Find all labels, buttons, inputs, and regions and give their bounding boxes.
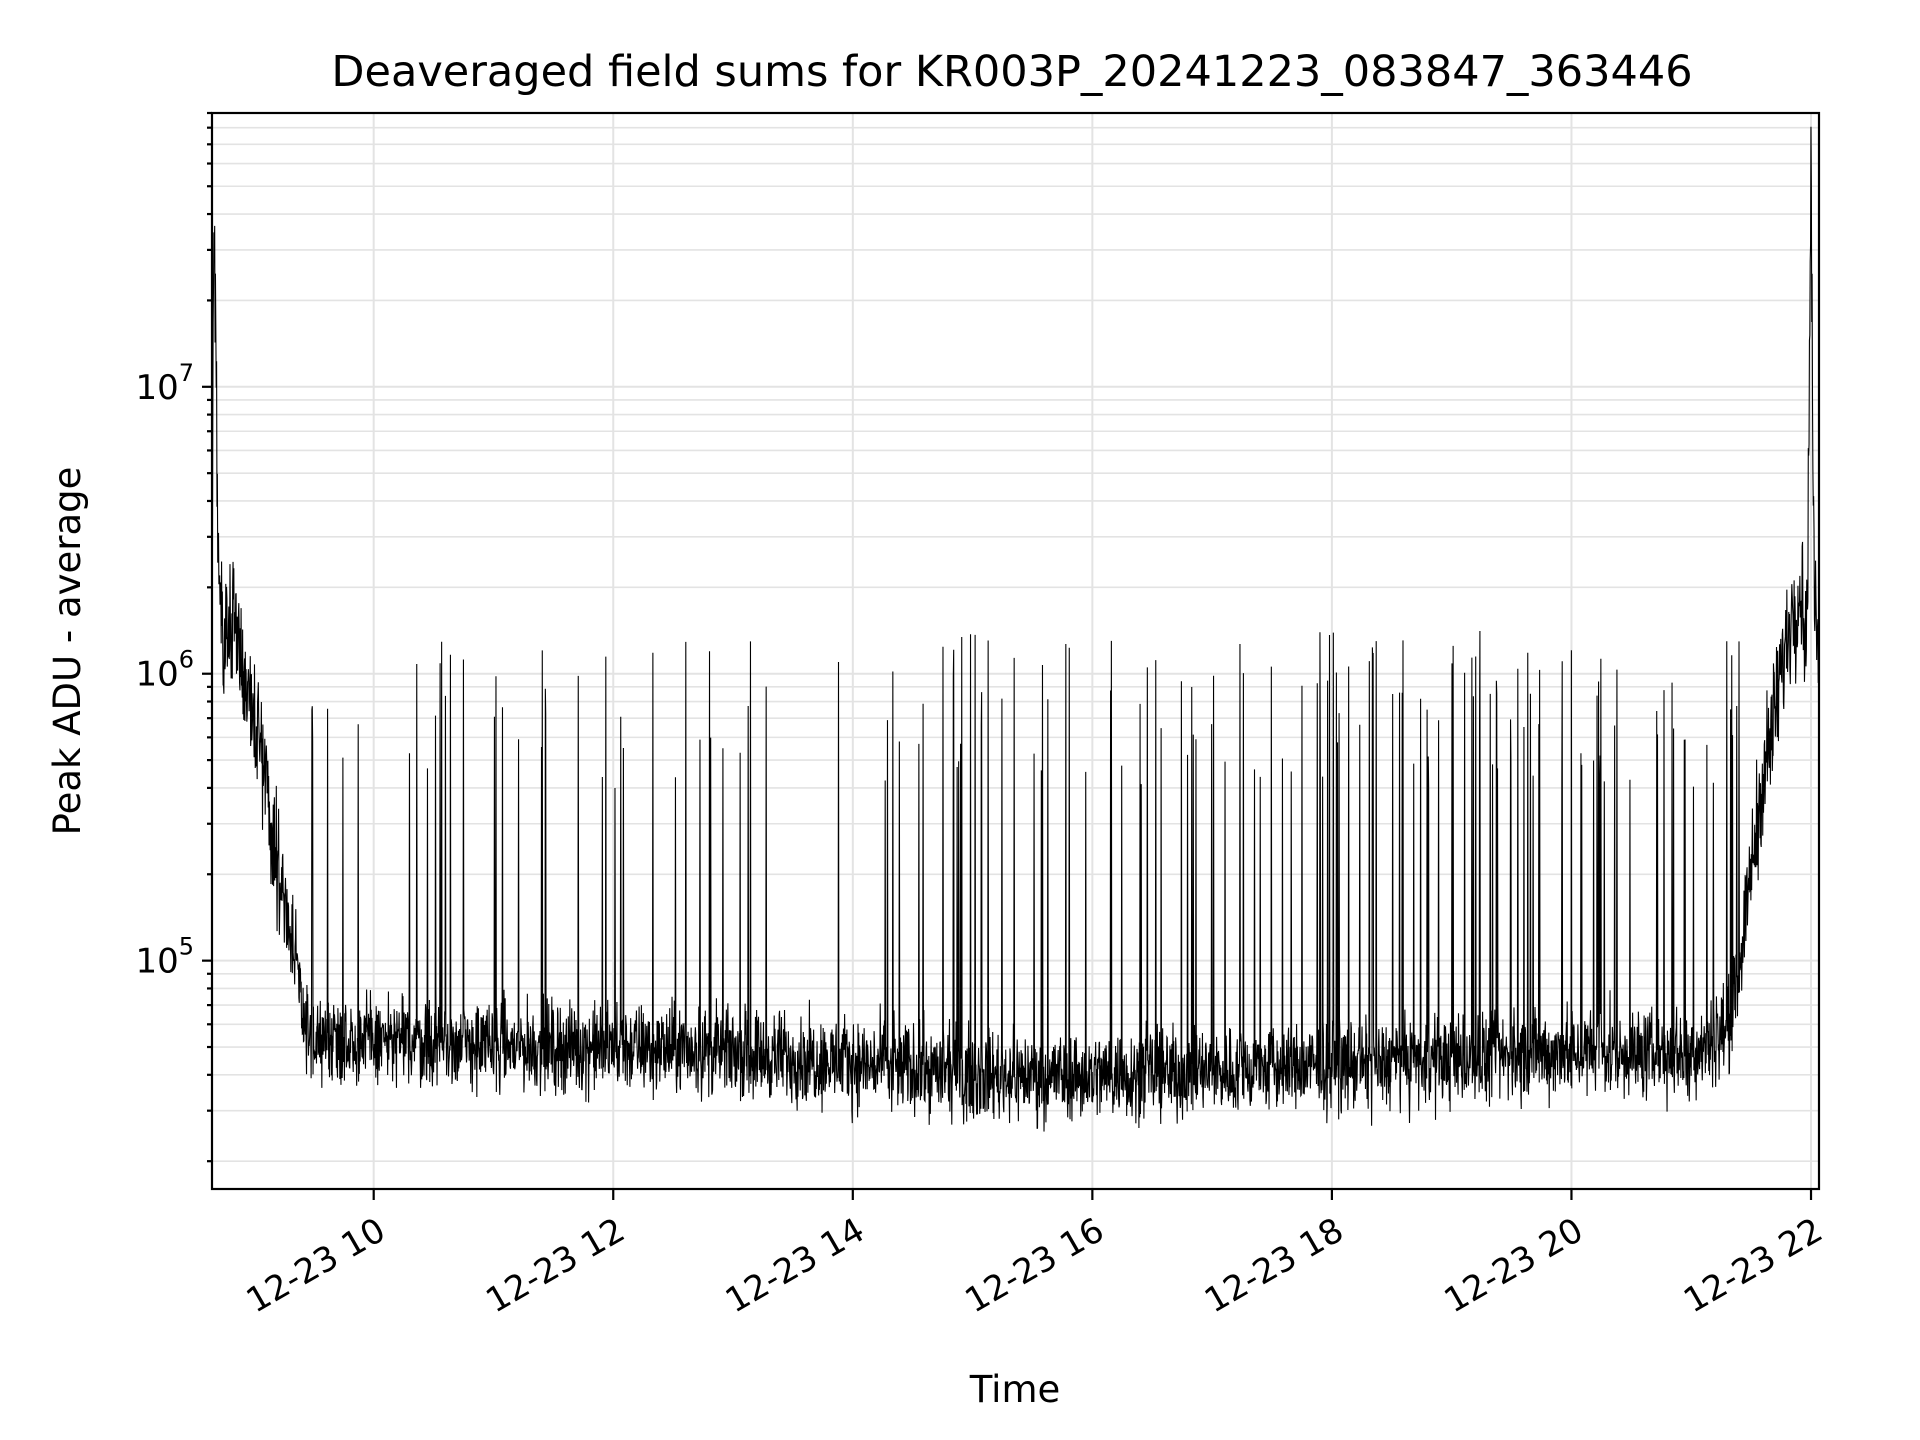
- chart-title: Deaveraged field sums for KR003P_2024122…: [331, 47, 1692, 97]
- y-tick-label: 106: [135, 646, 194, 695]
- grid: [212, 112, 1819, 1189]
- plot-frame: [210, 111, 1821, 1191]
- x-tick-label: 12-23 10: [240, 1210, 392, 1321]
- y-axis-label: Peak ADU - average: [46, 467, 89, 836]
- x-tick-label: 12-23 16: [958, 1210, 1110, 1321]
- x-tick-label: 12-23 22: [1677, 1210, 1829, 1321]
- y-tick-label-base: 10: [135, 368, 178, 408]
- x-tick-label: 12-23 14: [719, 1210, 871, 1321]
- x-axis-label: Time: [969, 1368, 1061, 1411]
- x-tick-label: 12-23 18: [1198, 1210, 1350, 1321]
- y-tick-label: 105: [135, 933, 194, 982]
- y-tick-label-base: 10: [135, 655, 178, 695]
- x-tick-label: 12-23 12: [479, 1210, 631, 1321]
- y-tick-label-exponent: 5: [179, 933, 194, 961]
- y-tick-label-exponent: 6: [179, 646, 194, 674]
- y-tick-label: 107: [135, 359, 194, 408]
- series-line: [211, 126, 1820, 1132]
- y-tick-label-exponent: 7: [179, 359, 194, 387]
- x-axis: 12-23 10 12-23 12 12-23 14 12-23 16 12-23 18…: [240, 1189, 1830, 1321]
- y-tick-label-base: 10: [135, 942, 178, 982]
- x-tick-label: 12-23 20: [1438, 1210, 1590, 1321]
